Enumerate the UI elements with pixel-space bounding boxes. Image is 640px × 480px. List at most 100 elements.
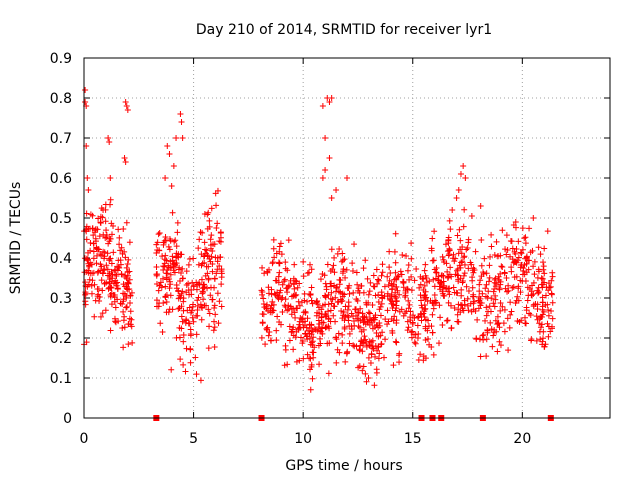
- data-point: [382, 336, 389, 343]
- data-point: [325, 370, 332, 377]
- data-point: [508, 308, 515, 315]
- data-point: [460, 254, 467, 261]
- data-point: [396, 291, 403, 298]
- data-point: [296, 318, 303, 325]
- data-point: [421, 302, 428, 309]
- data-point: [207, 258, 214, 265]
- data-point: [174, 229, 181, 236]
- data-point: [281, 276, 288, 283]
- data-point: [494, 253, 501, 260]
- data-point: [198, 276, 205, 283]
- data-point: [340, 268, 347, 275]
- data-point: [470, 265, 477, 272]
- data-point: [353, 269, 360, 276]
- data-point: [273, 250, 280, 257]
- data-point: [432, 269, 439, 276]
- data-point: [200, 296, 207, 303]
- data-point: [480, 331, 487, 338]
- data-point: [83, 236, 90, 243]
- data-point: [370, 283, 377, 290]
- data-point: [515, 283, 522, 290]
- data-point: [503, 232, 510, 239]
- data-point: [456, 226, 463, 233]
- data-point: [196, 236, 203, 243]
- data-point: [332, 334, 339, 341]
- data-point: [355, 323, 362, 330]
- data-point: [422, 355, 429, 362]
- data-point: [192, 354, 199, 361]
- data-point: [431, 266, 438, 273]
- data-point: [290, 275, 297, 282]
- data-point: [353, 312, 360, 319]
- data-point: [265, 266, 272, 273]
- data-point: [517, 264, 524, 271]
- y-tick-label: 0.2: [50, 331, 72, 347]
- data-point: [265, 284, 272, 291]
- data-point: [510, 222, 517, 229]
- data-point: [448, 324, 455, 331]
- data-point: [419, 304, 426, 311]
- data-point: [369, 301, 376, 308]
- data-point: [420, 287, 427, 294]
- data-point: [508, 238, 515, 245]
- data-point: [205, 345, 212, 352]
- data-point: [286, 337, 293, 344]
- data-point: [216, 263, 223, 269]
- data-point: [282, 265, 289, 272]
- data-point: [331, 269, 338, 276]
- data-point: [485, 278, 492, 285]
- data-point: [293, 291, 300, 298]
- data-point: [444, 268, 451, 275]
- data-point: [362, 336, 369, 343]
- data-point: [345, 299, 352, 306]
- data-point: [178, 251, 185, 258]
- data-point: [156, 229, 163, 236]
- data-point: [453, 195, 460, 201]
- data-point: [385, 318, 392, 325]
- data-point: [545, 287, 552, 294]
- data-point: [208, 253, 215, 260]
- data-point: [432, 300, 439, 307]
- data-point: [497, 342, 504, 349]
- data-point: [180, 338, 187, 345]
- data-point: [465, 307, 472, 314]
- data-point: [262, 341, 269, 348]
- data-point: [412, 340, 419, 347]
- data-point: [122, 99, 129, 105]
- plot-frame: [83, 57, 611, 419]
- data-point: [207, 236, 214, 243]
- data-point: [360, 326, 367, 333]
- data-point: [120, 317, 127, 324]
- data-point: [177, 269, 184, 276]
- x-axis-label: GPS time / hours: [285, 458, 402, 474]
- data-point: [116, 234, 123, 241]
- data-point: [429, 257, 436, 264]
- data-point: [482, 293, 489, 300]
- data-point: [377, 312, 384, 319]
- data-point: [265, 332, 272, 339]
- data-point: [355, 285, 362, 292]
- data-point: [382, 316, 389, 323]
- data-point: [445, 237, 452, 244]
- data-point: [304, 336, 311, 343]
- data-point: [269, 298, 276, 305]
- data-point: [296, 321, 303, 328]
- data-point: [173, 135, 180, 141]
- data-point: [472, 307, 479, 314]
- data-point: [333, 359, 340, 366]
- data-point: [549, 273, 556, 280]
- data-point: [461, 206, 468, 213]
- data-point: [370, 272, 377, 279]
- data-point: [469, 284, 476, 291]
- data-point: [443, 260, 450, 267]
- data-point: [118, 244, 125, 251]
- data-point: [397, 268, 404, 275]
- data-point: [155, 287, 162, 294]
- data-point: [193, 371, 200, 378]
- data-point: [355, 364, 362, 371]
- data-point: [346, 340, 353, 347]
- data-point: [462, 175, 469, 181]
- data-point: [325, 323, 332, 330]
- data-point: [344, 175, 350, 181]
- data-point: [194, 281, 201, 288]
